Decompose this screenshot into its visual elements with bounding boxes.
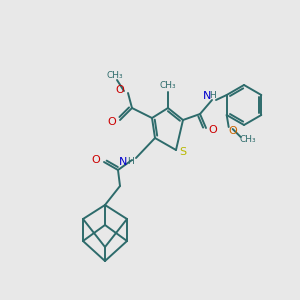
Text: O: O <box>228 126 237 136</box>
Text: S: S <box>179 147 187 157</box>
Text: H: H <box>127 158 134 166</box>
Text: H: H <box>210 92 216 100</box>
Text: CH₃: CH₃ <box>107 70 123 80</box>
Text: O: O <box>208 125 217 135</box>
Text: CH₃: CH₃ <box>160 82 176 91</box>
Text: O: O <box>116 85 124 95</box>
Text: N: N <box>203 91 211 101</box>
Text: CH₃: CH₃ <box>239 134 256 143</box>
Text: O: O <box>108 117 116 127</box>
Text: O: O <box>92 155 100 165</box>
Text: N: N <box>119 157 127 167</box>
